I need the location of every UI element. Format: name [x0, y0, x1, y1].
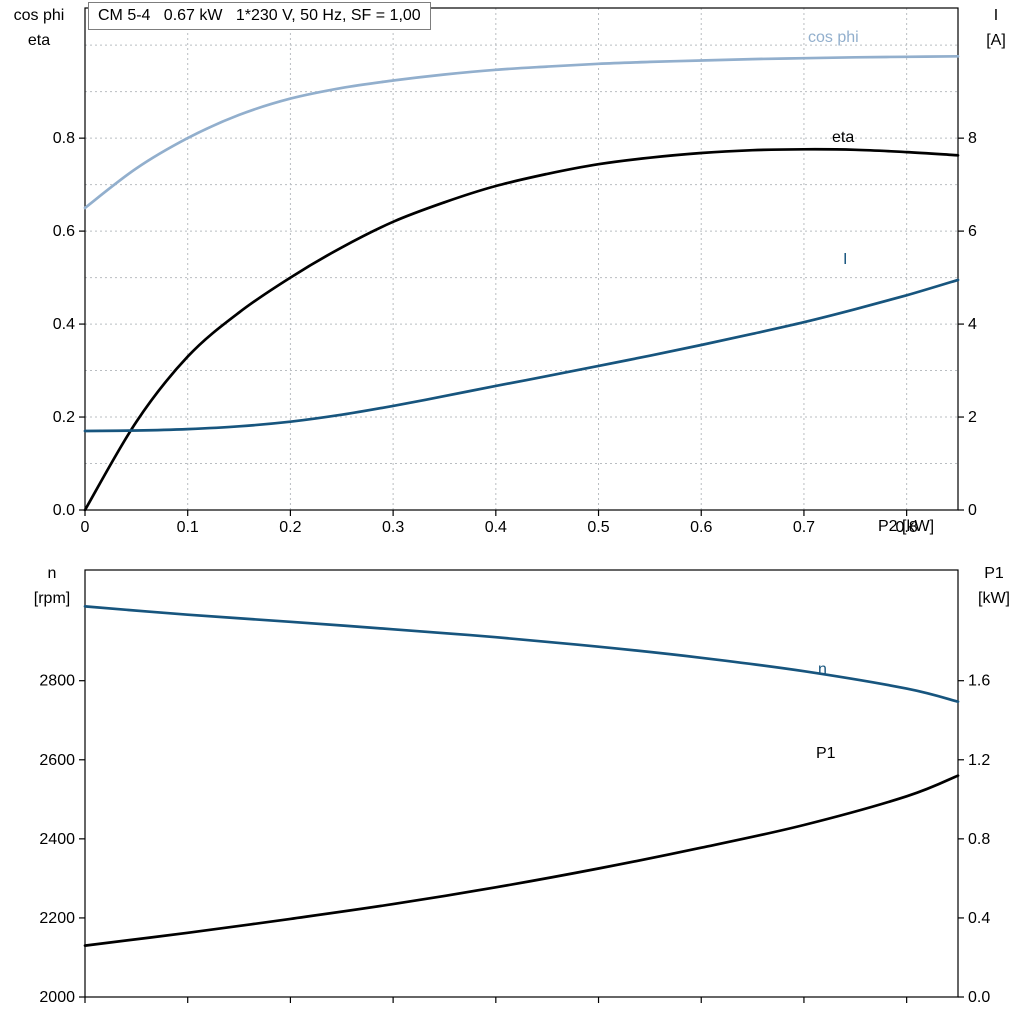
bottom-tick-label: 0 — [81, 519, 90, 536]
right-tick-label: 0.0 — [968, 989, 990, 1006]
left-tick-label: 2200 — [39, 910, 75, 927]
curve-current — [83, 278, 960, 433]
plot-frame — [84, 7, 959, 511]
left-tick-label: 0.0 — [53, 502, 75, 519]
right-tick-label: 4 — [968, 316, 977, 333]
chart-title: CM 5-4 0.67 kW 1*230 V, 50 Hz, SF = 1,00 — [88, 2, 431, 30]
speed-inputpower-chart: 2000 2200 2400 2600 2800 0.0 0.4 0.8 1.2 1.6 — [39, 569, 990, 1006]
top-right-axis-label: I [A] — [972, 4, 1020, 54]
right-tick-label: 2 — [968, 409, 977, 426]
right-tick-label: 0 — [968, 502, 977, 519]
bottom-tick-label: 0.2 — [279, 519, 301, 536]
bottom-tick-label: 0.8 — [896, 519, 918, 536]
x-axis-label-p2: P2 [kW] — [878, 518, 935, 535]
axis-label-n: n — [47, 565, 57, 582]
bottom-tick-label: 0.1 — [177, 519, 199, 536]
bottom-left-axis-label: n [rpm] — [24, 562, 80, 612]
curve-label-current: I — [843, 251, 848, 268]
bottom-tick-label: 0.6 — [690, 519, 712, 536]
curve-cos-phi — [83, 54, 960, 210]
bottom-tick-label: 0.7 — [793, 519, 815, 536]
plot-frame — [84, 569, 959, 998]
curve-label-eta: eta — [832, 129, 855, 146]
right-tick-label: 8 — [968, 130, 977, 147]
axis-label-kw-unit: [kW] — [978, 589, 1010, 607]
axis-label-rpm-unit: [rpm] — [33, 589, 71, 607]
curve-p1 — [83, 774, 960, 947]
left-tick-label: 2600 — [39, 752, 75, 769]
left-tick-label: 0.6 — [53, 223, 75, 240]
efficiency-powerfactor-current-chart: 0.0 0.2 0.4 0.6 0.8 0 2 4 6 8 0 0.1 0.2 0.3 0.4 0.5 0.6 0… — [53, 7, 977, 536]
left-tick-label: 2400 — [39, 831, 75, 848]
bottom-tick-label: 0.5 — [587, 519, 609, 536]
curve-label-p1: P1 — [816, 745, 836, 762]
bottom-tick-label: 0.4 — [485, 519, 507, 536]
left-tick-label: 2800 — [39, 673, 75, 690]
right-tick-label: 1.2 — [968, 752, 990, 769]
bottom-tick-label: 0.3 — [382, 519, 404, 536]
left-tick-label: 0.4 — [53, 316, 75, 333]
axis-label-p1: P1 — [984, 565, 1004, 582]
curve-speed — [83, 605, 960, 704]
top-left-axis-label: cos phi eta — [2, 4, 76, 54]
left-tick-label: 2000 — [39, 989, 75, 1006]
curve-label-n: n — [818, 661, 827, 678]
bottom-right-axis-label: P1 [kW] — [968, 562, 1020, 612]
right-tick-label: 0.8 — [968, 831, 990, 848]
right-tick-label: 6 — [968, 223, 977, 240]
curve-label-cos-phi: cos phi — [808, 29, 859, 46]
left-tick-label: 0.2 — [53, 409, 75, 426]
left-tick-label: 0.8 — [53, 130, 75, 147]
axis-label-ampere-unit: [A] — [986, 31, 1006, 49]
axis-label-cos-phi: cos phi — [13, 7, 65, 24]
right-tick-label: 1.6 — [968, 673, 990, 690]
curve-eta — [83, 147, 960, 512]
axis-label-eta: eta — [27, 31, 51, 49]
axis-label-current: I — [993, 7, 999, 24]
right-tick-label: 0.4 — [968, 910, 990, 927]
